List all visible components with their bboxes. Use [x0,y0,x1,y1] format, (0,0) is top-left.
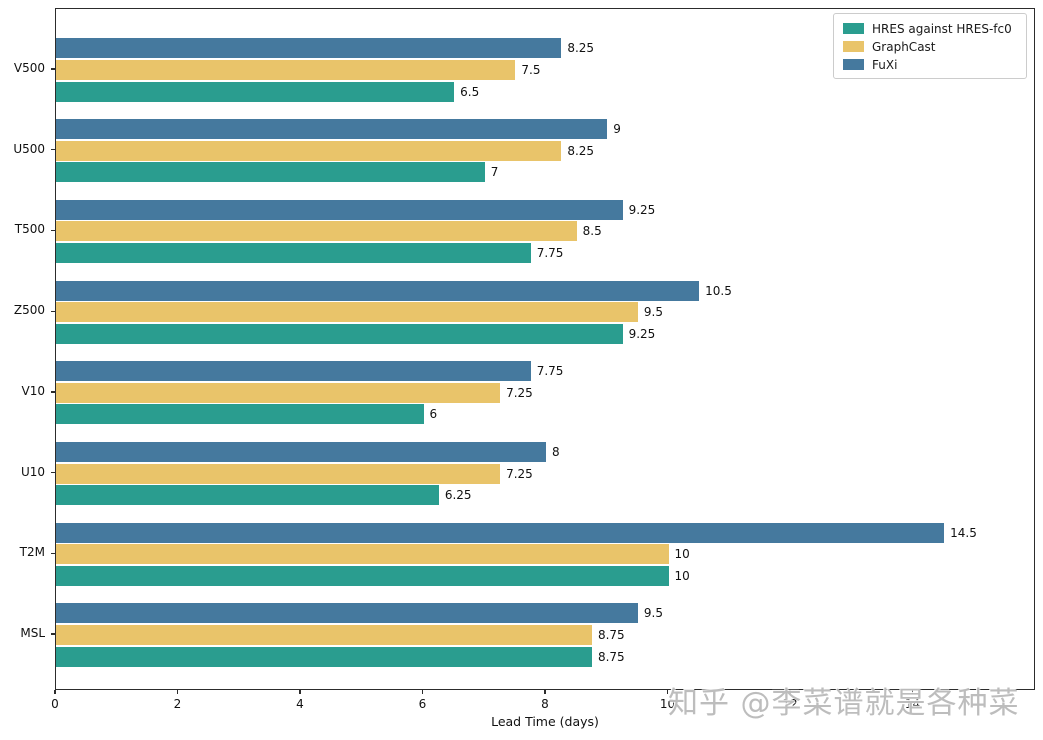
bar-graphcast-v10 [56,382,501,403]
y-tick-label-v10: V10 [21,383,45,398]
x-tick-mark [176,690,179,694]
x-tick-label: 12 [782,697,798,711]
bar-value-label: 9.5 [643,305,663,320]
x-tick-mark [299,690,301,694]
y-tick-mark [50,149,55,151]
bar-hres-against-hres-fc0-u10 [56,485,439,506]
bar-graphcast-msl [56,624,592,645]
legend-item-fuxi: FuXi [843,57,1017,72]
bar-value-label: 7.75 [536,364,564,379]
bar-value-label: 8.75 [597,627,625,642]
y-tick-mark [50,68,55,70]
bar-graphcast-z500 [56,302,638,323]
bar-hres-against-hres-fc0-msl [56,646,592,667]
legend-swatch-hres-against-hres-fc0 [843,23,864,34]
bar-hres-against-hres-fc0-u500 [56,162,485,183]
bar-graphcast-v500 [56,60,516,80]
bar-fuxi-t500 [56,199,623,220]
y-tick-label-v500: V500 [13,61,45,75]
bar-value-label: 9.25 [628,326,656,341]
x-axis-title: Lead Time (days) [491,714,599,729]
y-tick-mark [50,229,55,232]
legend-label: GraphCast [872,39,936,54]
bar-fuxi-u500 [56,119,608,140]
x-tick-label: 4 [296,697,304,711]
x-tick-label: 2 [173,697,182,711]
bar-value-label: 8 [552,444,560,459]
bar-fuxi-u10 [56,441,546,462]
bar-fuxi-t2m [56,522,945,543]
legend-label: HRES against HRES-fc0 [872,21,1012,36]
bar-hres-against-hres-fc0-t500 [56,243,531,264]
bar-value-label: 6.5 [460,84,480,99]
x-tick-label: 6 [418,697,427,711]
y-tick-mark [50,471,55,474]
y-tick-label-msl: MSL [20,625,45,640]
bar-value-label: 8.5 [582,224,602,239]
bar-value-label: 6 [429,407,438,422]
bar-fuxi-v10 [56,361,531,382]
bar-value-label: 7.75 [536,246,564,261]
legend-label: FuXi [872,57,898,72]
bar-value-label: 10.5 [705,283,732,298]
bar-value-label: 9 [613,122,621,137]
bar-graphcast-u10 [56,463,501,484]
bar-fuxi-v500 [56,38,562,59]
y-tick-mark [50,310,55,312]
y-tick-mark [50,633,55,635]
bar-value-label: 10 [674,568,690,583]
x-tick-label: 14 [904,697,921,711]
legend-item-hres-against-hres-fc0: HRES against HRES-fc0 [843,21,1017,36]
y-tick-label-t500: T500 [14,222,45,237]
bar-value-label: 7 [490,165,499,180]
bar-value-label: 10 [674,547,690,562]
bar-value-label: 9.25 [628,202,656,217]
x-tick-label: 8 [541,697,549,711]
bar-value-label: 6.25 [444,488,472,503]
x-tick-mark [666,690,669,694]
bar-graphcast-t500 [56,221,577,242]
y-tick-label-z500: Z500 [13,303,45,318]
bar-value-label: 8.25 [567,143,595,158]
bar-hres-against-hres-fc0-v500 [56,81,455,102]
x-tick-mark [789,690,791,694]
bar-hres-against-hres-fc0-t2m [56,565,669,586]
x-tick-mark [544,690,546,694]
legend-item-graphcast: GraphCast [843,39,1017,54]
bar-hres-against-hres-fc0-z500 [56,323,623,344]
bar-value-label: 7.5 [521,63,541,77]
y-tick-mark [50,391,55,393]
bar-value-label: 8.75 [597,649,625,664]
y-tick-label-u10: U10 [20,464,45,479]
y-tick-mark [50,552,55,554]
x-tick-label: 0 [51,697,59,711]
bar-fuxi-msl [56,603,638,624]
x-tick-mark [911,690,914,694]
x-tick-mark [54,690,56,694]
bar-graphcast-t2m [56,544,669,565]
bar-value-label: 14.5 [950,525,977,540]
y-tick-label-u500: U500 [13,141,45,156]
bar-value-label: 7.25 [506,385,533,400]
bar-value-label: 9.5 [643,606,663,621]
legend: HRES against HRES-fc0 GraphCast FuXi [833,13,1027,79]
y-tick-label-t2m: T2M [19,545,45,560]
bar-value-label: 8.25 [567,41,595,56]
x-tick-label: 10 [659,697,676,711]
bar-hres-against-hres-fc0-v10 [56,404,424,425]
legend-swatch-graphcast [843,41,864,52]
plot-area: 8.25 7.5 6.5 9 8.25 7 9.25 8.5 7.75 10.5 9.5 9.25 7.… [55,8,1035,690]
bar-fuxi-z500 [56,280,700,301]
legend-swatch-fuxi [843,59,864,70]
bar-value-label: 7.25 [506,466,533,481]
bar-graphcast-u500 [56,140,562,161]
x-tick-mark [421,690,424,694]
